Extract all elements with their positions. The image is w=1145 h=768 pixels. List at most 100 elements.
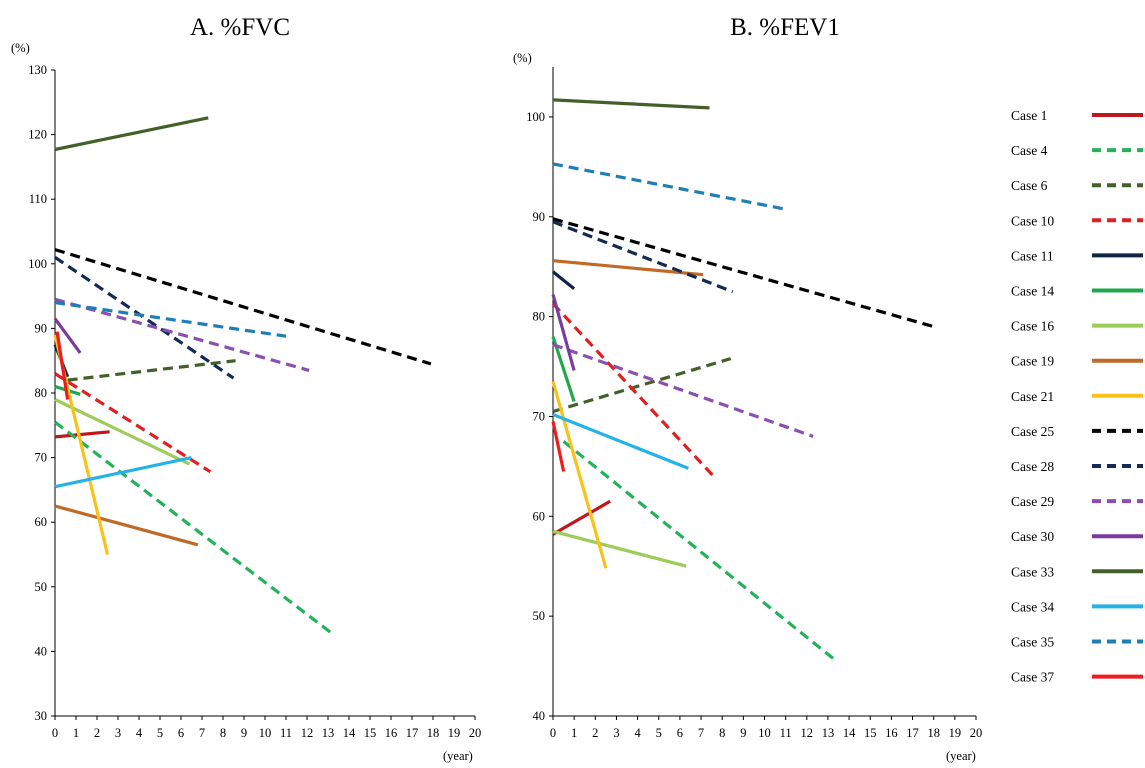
series-line-case-35: [54, 301, 287, 338]
x-tick-label: 6: [677, 726, 683, 740]
legend-label: Case 14: [1011, 284, 1054, 299]
x-tick-label: 17: [406, 726, 419, 740]
y-tick-label: 60: [35, 515, 48, 529]
y-unit-label: (%): [11, 41, 30, 55]
y-tick-label: 40: [35, 644, 48, 658]
x-tick-label: 5: [656, 726, 662, 740]
series-line-case-6: [67, 359, 236, 382]
x-tick-label: 12: [301, 726, 314, 740]
x-tick-label: 8: [220, 726, 226, 740]
legend-label: Case 10: [1011, 213, 1054, 228]
legend-label: Case 25: [1011, 424, 1054, 439]
x-tick-label: 11: [280, 726, 292, 740]
x-tick-label: 15: [864, 726, 877, 740]
series-line-case-25: [54, 248, 432, 366]
x-tick-label: 13: [322, 726, 335, 740]
x-tick-label: 13: [822, 726, 835, 740]
x-unit-label: (year): [946, 749, 976, 763]
legend-item: Case 19: [1011, 354, 1143, 369]
x-tick-label: 5: [157, 726, 163, 740]
y-unit-label: (%): [513, 51, 532, 65]
x-tick-label: 17: [906, 726, 919, 740]
y-tick-label: 90: [35, 321, 48, 335]
series-line-case-19: [552, 259, 704, 277]
y-tick-label: 70: [533, 409, 546, 423]
legend-label: Case 11: [1011, 248, 1054, 263]
legend-label: Case 6: [1011, 178, 1048, 193]
series-line-case-29: [552, 343, 814, 438]
series-line-case-37: [55, 331, 70, 400]
series-line-case-29: [54, 297, 310, 372]
x-tick-label: 6: [178, 726, 184, 740]
series-line-case-4: [562, 440, 838, 663]
legend-label: Case 16: [1011, 319, 1054, 334]
legend-item: Case 4: [1011, 143, 1143, 158]
series-line-case-21: [551, 381, 608, 569]
series-line-case-11: [551, 270, 576, 290]
series-line-case-4: [54, 420, 332, 634]
legend-label: Case 33: [1011, 564, 1054, 579]
series-line-case-34: [54, 456, 192, 489]
legend-label: Case 35: [1011, 635, 1054, 650]
y-tick-label: 110: [29, 192, 47, 206]
legend-item: Case 10: [1011, 213, 1143, 228]
legend-item: Case 29: [1011, 494, 1143, 509]
series-line-case-6: [552, 357, 732, 414]
panel-title: B. %FEV1: [730, 14, 840, 41]
legend-item: Case 25: [1011, 424, 1143, 439]
legend-label: Case 34: [1011, 599, 1054, 614]
x-tick-label: 10: [259, 726, 272, 740]
legend-item: Case 6: [1011, 178, 1143, 193]
series-line-case-37: [551, 421, 566, 472]
y-tick-label: 100: [526, 110, 545, 124]
series-line-case-28: [54, 255, 235, 380]
x-tick-label: 0: [52, 726, 58, 740]
series-line-case-33: [54, 116, 209, 152]
x-tick-label: 4: [136, 726, 143, 740]
series-line-case-16: [552, 529, 687, 568]
legend-item: Case 11: [1011, 248, 1143, 263]
x-tick-label: 18: [927, 726, 940, 740]
x-tick-label: 9: [241, 726, 247, 740]
y-tick-label: 30: [35, 709, 48, 723]
y-tick-label: 80: [533, 310, 546, 324]
y-tick-label: 70: [35, 451, 48, 465]
y-tick-label: 50: [533, 609, 546, 623]
legend-label: Case 28: [1011, 459, 1054, 474]
legend-item: Case 33: [1011, 564, 1143, 579]
series-line-case-10: [54, 372, 212, 474]
legend-label: Case 1: [1011, 108, 1047, 123]
legend-item: Case 16: [1011, 319, 1143, 334]
x-tick-label: 14: [843, 726, 856, 740]
x-tick-label: 4: [634, 726, 641, 740]
panel-title: A. %FVC: [190, 14, 290, 41]
x-tick-label: 1: [73, 726, 79, 740]
series-line-case-25: [552, 217, 935, 329]
legend-label: Case 29: [1011, 494, 1054, 509]
x-tick-label: 8: [719, 726, 725, 740]
series-line-case-16: [54, 398, 191, 466]
legend-item: Case 14: [1011, 284, 1143, 299]
y-tick-label: 80: [35, 386, 48, 400]
legend-item: Case 1: [1011, 108, 1143, 123]
x-tick-label: 15: [364, 726, 377, 740]
y-tick-label: 40: [533, 709, 546, 723]
series-line-case-1: [552, 499, 611, 536]
x-tick-label: 2: [592, 726, 598, 740]
legend-label: Case 37: [1011, 670, 1054, 685]
y-tick-label: 50: [35, 580, 48, 594]
series-line-case-30: [53, 317, 82, 354]
y-tick-label: 100: [28, 257, 47, 271]
legend-label: Case 21: [1011, 389, 1054, 404]
legend-item: Case 35: [1011, 635, 1143, 650]
legend-label: Case 30: [1011, 529, 1054, 544]
x-tick-label: 20: [469, 726, 482, 740]
x-tick-label: 12: [801, 726, 814, 740]
series-line-case-28: [552, 220, 734, 294]
y-tick-label: 130: [28, 63, 47, 77]
legend: Case 1 Case 4 Case 6 Case 10 Case 11 Case 14 C…: [1011, 108, 1143, 685]
x-tick-label: 0: [550, 726, 556, 740]
series-line-case-19: [54, 504, 199, 547]
y-tick-label: 120: [28, 128, 47, 142]
